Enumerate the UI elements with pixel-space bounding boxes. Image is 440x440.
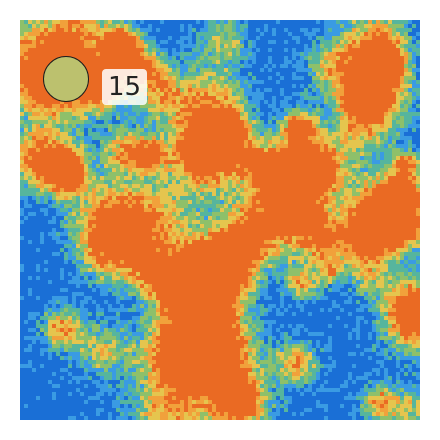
marker-circle[interactable] — [43, 56, 89, 102]
count-label: 15 — [102, 69, 148, 105]
